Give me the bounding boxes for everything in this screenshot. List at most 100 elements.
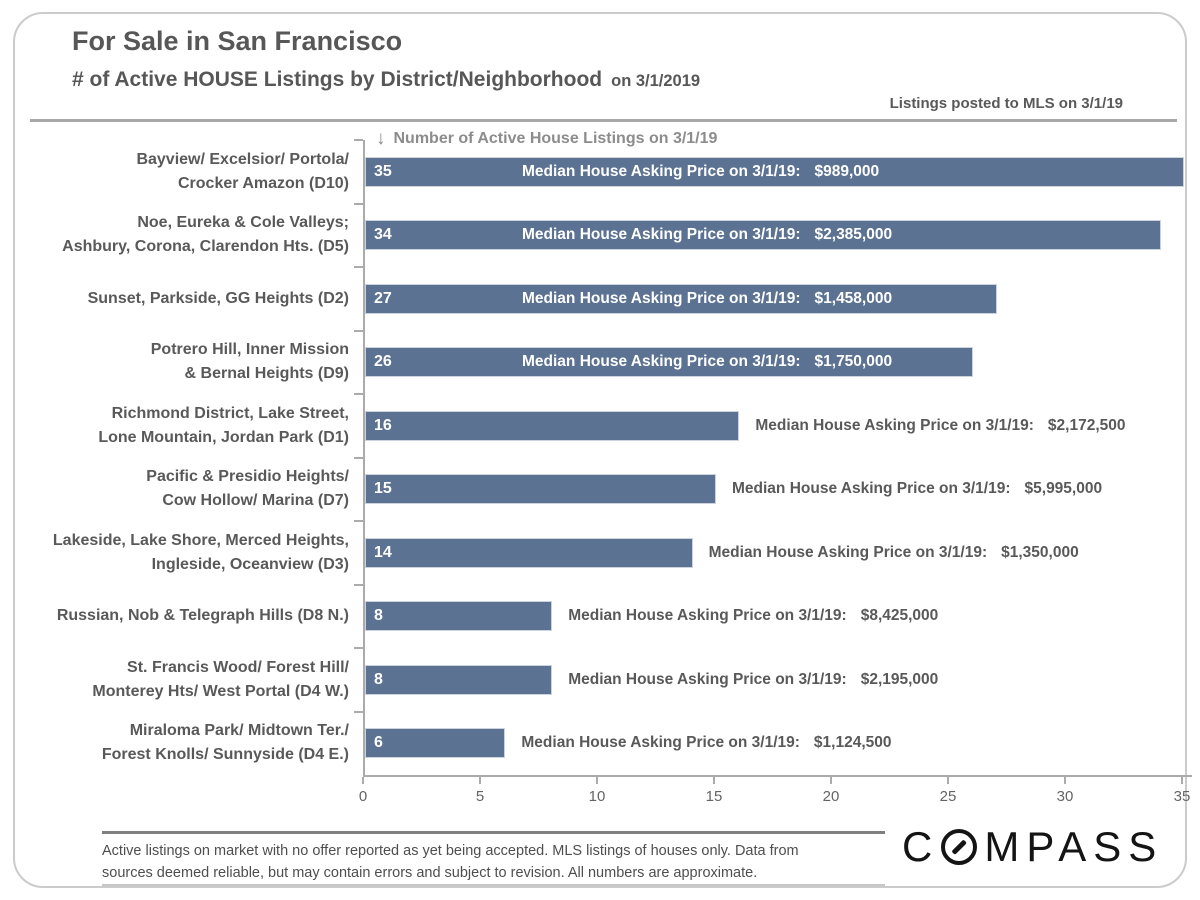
listings-bar-chart: ↓ Number of Active House Listings on 3/1…	[53, 128, 1200, 811]
arrow-down-icon: ↓	[376, 128, 386, 149]
bar: 26 Median House Asking Price on 3/1/19: $1…	[365, 347, 974, 378]
median-price-value: $1,350,000	[1001, 543, 1079, 561]
category-label-line: Cow Hollow/ Marina (D7)	[162, 492, 349, 510]
median-price-label: Median House Asking Price on 3/1/19:	[708, 543, 988, 561]
bar: 34 Median House Asking Price on 3/1/19: $2…	[365, 220, 1161, 251]
median-price-label: Median House Asking Price on 3/1/19:	[732, 480, 1011, 498]
mls-note: Listings posted to MLS on 3/1/19	[889, 95, 1123, 112]
category-label: Potrero Hill, Inner Mission & Bernal Heig…	[9, 331, 349, 395]
bar: 35 Median House Asking Price on 3/1/19: $9…	[365, 156, 1184, 187]
axis-header: ↓ Number of Active House Listings on 3/1…	[376, 128, 717, 150]
x-axis-tick-label: 20	[822, 788, 840, 805]
category-label-line: Russian, Nob & Telegraph Hills (D8 N.)	[56, 607, 349, 625]
median-price-value: $1,458,000	[814, 289, 893, 307]
chart-row: Bayview/ Excelsior/ Portola/Crocker Amaz…	[136, 139, 1194, 204]
bar-value-label: 15	[374, 480, 392, 498]
page-title: For Sale in San Francisco	[72, 26, 403, 56]
median-price-annotation: Median House Asking Price on 3/1/19: $1,7…	[522, 353, 892, 371]
footer-divider-bottom	[102, 884, 885, 886]
median-price-annotation: Median House Asking Price on 3/1/19: $1,3…	[709, 544, 1079, 562]
median-price-annotation: Median House Asking Price on 3/1/19: $8,4…	[568, 607, 938, 625]
median-price-label: Median House Asking Price on 3/1/19:	[522, 226, 801, 244]
chart-row: Potrero Hill, Inner Mission & Bernal Heig…	[151, 329, 1194, 395]
category-label-line: Pacific & Presidio Heights/	[146, 468, 349, 486]
category-label-line: St. Francis Wood/ Forest Hill/	[127, 658, 349, 676]
bar-value-label: 27	[374, 289, 392, 307]
median-price-value: $2,385,000	[814, 226, 893, 244]
disclaimer-text: Active listings on market with no offer …	[102, 840, 885, 884]
median-price-annotation: Median House Asking Price on 3/1/19: $1,1…	[521, 734, 891, 752]
x-axis-tick	[479, 777, 481, 784]
median-price-label: Median House Asking Price on 3/1/19:	[568, 607, 847, 625]
category-label: Richmond District, Lake Street, Lone Moun…	[9, 394, 349, 458]
bar-value-label: 14	[374, 543, 392, 561]
bar-value-label: 34	[374, 226, 392, 244]
category-label: Miraloma Park/ Midtown Ter./ Forest Knoll…	[9, 712, 349, 776]
x-axis-tick	[947, 777, 949, 784]
median-price-label: Median House Asking Price on 3/1/19:	[568, 670, 847, 688]
category-label-line: Potrero Hill, Inner Mission	[150, 341, 349, 359]
bar: 27 Median House Asking Price on 3/1/19: $1…	[365, 283, 997, 314]
x-axis-tick-label: 10	[588, 788, 606, 805]
median-price-annotation: Median House Asking Price on 3/1/19: $5,9…	[732, 480, 1102, 498]
median-price-annotation: Median House Asking Price on 3/1/19: $2,1…	[755, 417, 1125, 435]
x-axis-tick	[1064, 777, 1066, 784]
bar-value-label: 8	[374, 607, 383, 625]
median-price-annotation: Median House Asking Price on 3/1/19: $1,4…	[522, 290, 892, 308]
median-price-value: $989,000	[814, 162, 880, 180]
bar-value-label: 16	[374, 416, 392, 434]
category-label-line: Sunset, Parkside, GG Heights (D2)	[87, 289, 349, 307]
category-label: Noe, Eureka & Cole Valleys; Ashbury, Coro…	[9, 204, 349, 268]
chart-row: Richmond District, Lake Street, Lone Moun…	[98, 393, 1194, 458]
x-axis-tick	[830, 777, 832, 784]
x-axis: 0 5 10 15 20 25 30 35	[359, 775, 1192, 811]
median-price-value: $2,195,000	[860, 670, 939, 688]
category-label-line: Ashbury, Corona, Clarendon Hts. (D5)	[62, 238, 349, 256]
median-price-label: Median House Asking Price on 3/1/19:	[755, 416, 1034, 434]
x-axis-tick-label: 5	[475, 788, 485, 805]
x-axis-tick	[713, 777, 715, 784]
x-axis-tick	[1181, 777, 1183, 784]
chart-row: Sunset, Parkside, GG Heights (D2) 27 Media…	[88, 266, 1194, 331]
chart-row: St. Francis Wood/ Forest Hill/Monterey H…	[92, 647, 1194, 712]
bar: 15	[365, 474, 716, 505]
bar-value-label: 26	[374, 353, 392, 371]
median-price-value: $8,425,000	[860, 607, 939, 625]
axis-header-label: Number of Active House Listings on 3/1/1…	[393, 130, 718, 147]
compass-o-icon	[941, 829, 978, 865]
bar: 8	[365, 601, 553, 632]
x-axis-tick-label: 35	[1173, 788, 1191, 805]
chart-rows: Bayview/ Excelsior/ Portola/Crocker Amaz…	[53, 139, 1194, 775]
category-label-line: Lone Mountain, Jordan Park (D1)	[98, 428, 349, 446]
bar: 16	[365, 410, 740, 441]
category-label: Pacific & Presidio Heights/Cow Hollow/ M…	[9, 458, 349, 522]
median-price-annotation: Median House Asking Price on 3/1/19: $989…	[522, 163, 879, 181]
category-label: Sunset, Parkside, GG Heights (D2)	[9, 267, 349, 331]
compass-logo: C MPASS	[902, 823, 1163, 871]
category-label-line: Forest Knolls/ Sunnyside (D4 E.)	[101, 746, 349, 764]
disclaimer-line: Active listings on market with no offer …	[102, 843, 799, 859]
chart-row: Russian, Nob & Telegraph Hills (D8 N.) Me…	[57, 583, 1194, 649]
footer-divider-top	[102, 831, 885, 834]
category-label-line: Lakeside, Lake Shore, Merced Heights,	[52, 531, 349, 549]
chart-row: Lakeside, Lake Shore, Merced Heights, Ing…	[53, 520, 1194, 585]
title-divider	[30, 119, 1177, 122]
median-price-value: $5,995,000	[1024, 480, 1103, 498]
median-price-label: Median House Asking Price on 3/1/19:	[521, 734, 800, 752]
bar-value-label: 6	[374, 734, 383, 752]
category-label-line: Richmond District, Lake Street,	[111, 404, 349, 422]
page-subtitle-text: # of Active HOUSE Listings by District/N…	[72, 68, 603, 91]
x-axis-tick-label: 15	[705, 788, 723, 805]
bar-value-label: 8	[374, 670, 383, 688]
median-price-label: Median House Asking Price on 3/1/19:	[522, 289, 801, 307]
chart-row: Pacific & Presidio Heights/Cow Hollow/ M…	[146, 456, 1194, 522]
x-axis-tick	[596, 777, 598, 784]
x-axis-tick-label: 0	[358, 788, 368, 805]
category-label: Lakeside, Lake Shore, Merced Heights, Ing…	[9, 521, 349, 585]
category-label-line: Ingleside, Oceanview (D3)	[151, 555, 349, 573]
category-label-line: Miraloma Park/ Midtown Ter./	[129, 722, 349, 740]
median-price-annotation: Median House Asking Price on 3/1/19: $2,1…	[568, 671, 938, 689]
compass-logo-rest: MPASS	[984, 823, 1164, 870]
bar: 6	[365, 728, 506, 759]
